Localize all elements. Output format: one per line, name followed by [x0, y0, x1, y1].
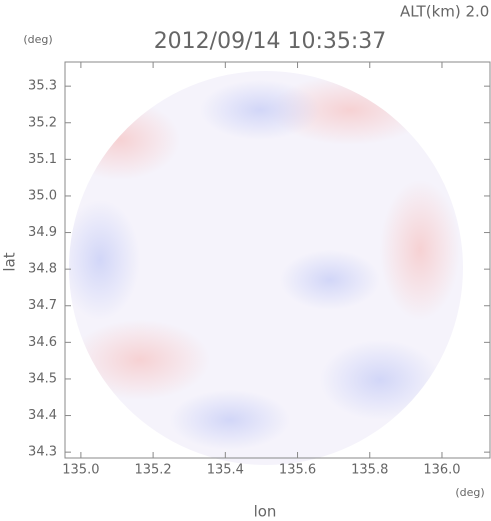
x-tick-label: 135.2 [134, 463, 171, 478]
y-tick-label: 35.2 [28, 115, 57, 130]
y-axis-label: lat [1, 252, 19, 271]
y-tick-label: 35.3 [28, 79, 57, 94]
y-tick-label: 35.0 [28, 188, 57, 203]
chart-title: 2012/09/14 10:35:37 [154, 29, 387, 54]
y-tick-label: 34.9 [28, 225, 57, 240]
y-tick-label: 34.5 [28, 371, 57, 386]
y-tick-label: 34.4 [28, 408, 57, 423]
x-unit: (deg) [455, 486, 484, 499]
x-tick-label: 135.8 [351, 463, 388, 478]
radar-field [69, 71, 463, 465]
radar-texture [69, 75, 460, 450]
annotation: ALT(km) 2.0 [400, 3, 489, 21]
x-axis-label: lon [254, 503, 277, 521]
y-tick-label: 34.8 [28, 262, 57, 277]
y-tick-label: 34.7 [28, 298, 57, 313]
plot-frame [64, 61, 491, 459]
x-tick-label: 135.4 [207, 463, 244, 478]
y-tick-label: 34.6 [28, 335, 57, 350]
x-tick-label: 135.0 [62, 463, 99, 478]
x-tick-label: 136.0 [423, 463, 460, 478]
y-tick-label: 35.1 [28, 152, 57, 167]
x-tick-label: 135.6 [279, 463, 316, 478]
y-tick-label: 34.3 [28, 445, 57, 460]
y-unit: (deg) [23, 33, 52, 46]
